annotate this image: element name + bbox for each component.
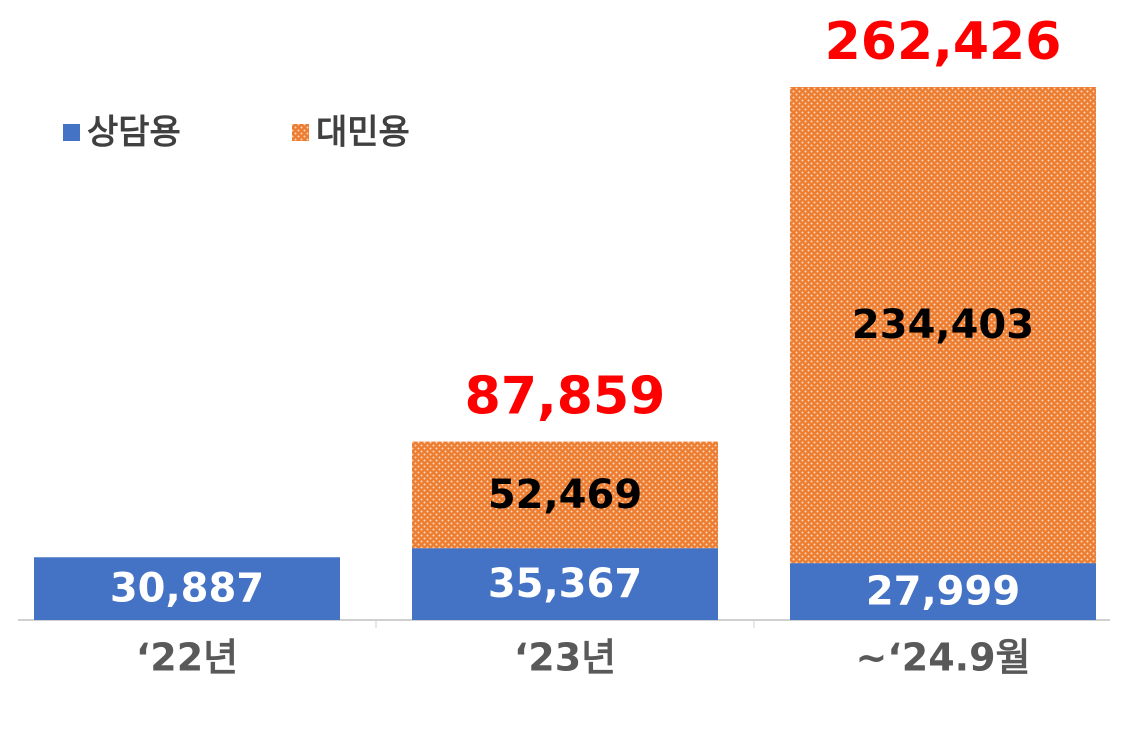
legend-swatch: [63, 124, 80, 141]
x-tick-label: ‘23년: [514, 636, 616, 680]
total-label: 262,426: [825, 12, 1062, 72]
bar-segment: [34, 557, 340, 620]
x-tick-label: ~‘24.9월: [856, 636, 1031, 680]
legend-label: 상담용: [87, 113, 181, 153]
x-tick-label: ‘22년: [136, 636, 238, 680]
value-label: 234,403: [852, 302, 1034, 348]
bar-segment: [790, 563, 1096, 620]
value-label: 27,999: [866, 569, 1020, 615]
value-label: 52,469: [488, 472, 642, 518]
bar-segment: [790, 87, 1096, 564]
bar-segment: [412, 548, 718, 620]
legend-label: 대민용: [316, 113, 410, 153]
total-label: 87,859: [465, 367, 666, 427]
bar-segment: [412, 441, 718, 549]
legend-swatch: [292, 124, 309, 141]
value-label: 35,367: [488, 561, 642, 607]
value-label: 30,887: [110, 566, 264, 612]
